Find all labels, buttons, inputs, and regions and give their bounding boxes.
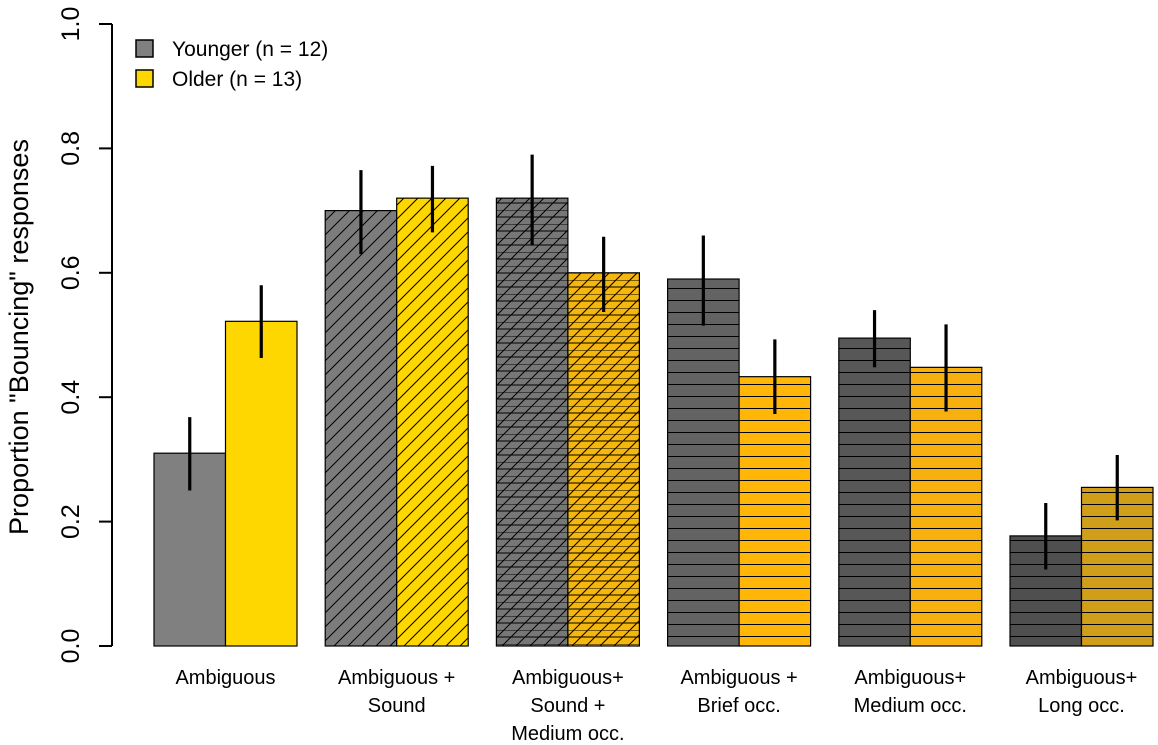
bar-hatch <box>396 198 469 646</box>
y-axis-label: Proportion "Bouncing" responses <box>4 139 34 535</box>
legend: Younger (n = 12) Older (n = 13) <box>135 38 328 91</box>
bar-older <box>225 321 297 646</box>
bars <box>153 197 1154 647</box>
bar-hatch <box>739 376 811 646</box>
y-tick-label: 0.4 <box>57 380 85 415</box>
x-axis-labels: Ambiguous Ambiguous + Sound Ambiguous+ Sound… <box>175 667 1137 745</box>
bar-hatch <box>496 198 568 646</box>
y-tick-label: 0.8 <box>57 131 85 166</box>
bar-hatch <box>838 338 911 646</box>
legend-swatch <box>135 69 154 88</box>
bar-hatch <box>667 279 740 646</box>
legend-label: Younger (n = 12) <box>172 38 328 61</box>
x-category-label: Ambiguous + Sound <box>338 667 455 717</box>
bar-hatch <box>910 367 982 646</box>
bar-hatch <box>325 210 397 646</box>
y-tick-label: 1.0 <box>57 7 85 42</box>
x-category-label: Ambiguous <box>175 667 275 689</box>
bar-hatch <box>567 272 640 646</box>
error-bars <box>188 154 1119 570</box>
legend-label: Older (n = 13) <box>172 68 302 91</box>
y-axis: 0.0 0.2 0.4 0.6 0.8 1.0 <box>57 7 113 664</box>
x-category-label: Ambiguous+ Sound + Medium occ. <box>511 667 624 745</box>
legend-swatch <box>135 39 154 58</box>
y-tick-label: 0.2 <box>57 504 85 539</box>
x-category-label: Ambiguous+ Long occ. <box>1026 667 1138 717</box>
x-category-label: Ambiguous+ Medium occ. <box>854 667 967 717</box>
y-tick-label: 0.6 <box>57 255 85 290</box>
y-tick-label: 0.0 <box>57 629 85 664</box>
x-category-label: Ambiguous + Brief occ. <box>680 667 797 717</box>
